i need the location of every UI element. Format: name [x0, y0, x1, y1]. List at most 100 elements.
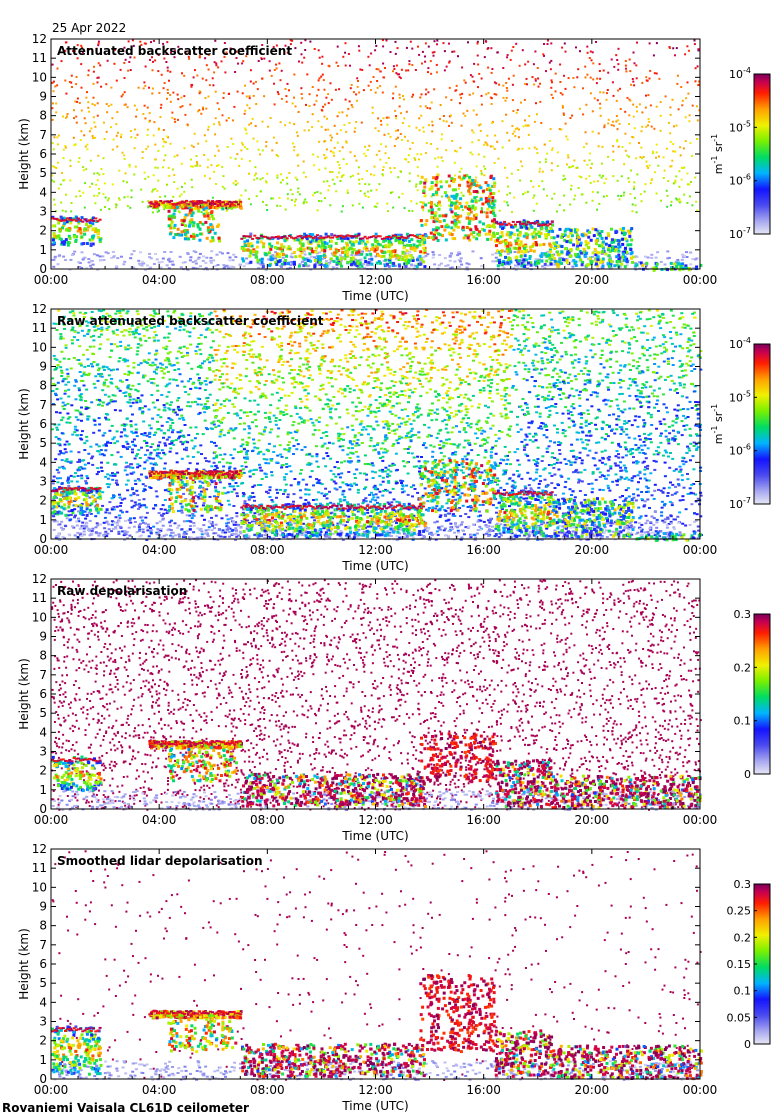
heatmap-cell	[229, 266, 233, 269]
heatmap-cell	[566, 409, 570, 412]
heatmap-cell	[327, 64, 330, 67]
heatmap-cell	[598, 234, 602, 238]
heatmap-cell	[379, 243, 383, 247]
heatmap-cell	[325, 264, 329, 268]
heatmap-cell	[88, 504, 92, 507]
heatmap-cell	[397, 176, 400, 179]
heatmap-cell	[513, 130, 516, 133]
heatmap-cell	[394, 239, 398, 243]
heatmap-cell	[494, 433, 498, 436]
heatmap-cell	[524, 82, 527, 85]
heatmap-cell	[217, 164, 220, 167]
heatmap-cell	[687, 268, 691, 272]
heatmap-cell	[323, 140, 326, 143]
heatmap-cell	[319, 262, 323, 266]
heatmap-cell	[323, 154, 326, 156]
heatmap-cell	[576, 471, 580, 474]
heatmap-cell	[51, 215, 55, 219]
heatmap-cell	[168, 214, 172, 218]
heatmap-cell	[582, 232, 586, 236]
heatmap-cell	[89, 159, 92, 162]
heatmap-cell	[252, 253, 256, 256]
heatmap-cell	[357, 172, 360, 175]
heatmap-cell	[284, 88, 287, 90]
heatmap-cell	[323, 264, 327, 267]
heatmap-cell	[272, 197, 275, 200]
heatmap-cell	[248, 254, 252, 258]
heatmap-cell	[353, 155, 356, 158]
heatmap-cell	[433, 51, 436, 54]
heatmap-cell	[577, 237, 581, 241]
heatmap-cell	[629, 99, 632, 102]
heatmap-cell	[498, 261, 501, 264]
heatmap-cell	[436, 43, 438, 46]
heatmap-cell	[632, 103, 635, 106]
heatmap-cell	[163, 251, 167, 253]
heatmap-cell	[268, 264, 272, 267]
heatmap-cell	[480, 210, 483, 214]
heatmap-cell	[156, 414, 160, 417]
heatmap-cell	[671, 314, 675, 317]
heatmap-cell	[405, 420, 409, 423]
heatmap-cell	[635, 64, 638, 67]
heatmap-cell	[56, 234, 59, 238]
heatmap-cell	[462, 236, 466, 240]
heatmap-cell	[86, 148, 89, 151]
heatmap-cell	[543, 54, 545, 57]
heatmap-cell	[64, 259, 67, 261]
heatmap-cell	[482, 389, 486, 392]
heatmap-cell	[450, 176, 454, 180]
heatmap-cell	[473, 196, 477, 200]
heatmap-cell	[411, 47, 414, 50]
heatmap-cell	[140, 260, 144, 263]
heatmap-cell	[433, 203, 436, 206]
heatmap-cell	[539, 167, 541, 170]
heatmap-cell	[192, 76, 195, 79]
heatmap-cell	[509, 192, 511, 195]
heatmap-cell	[477, 233, 481, 237]
heatmap-cell	[432, 54, 435, 57]
heatmap-cell	[596, 258, 600, 262]
heatmap-cell	[374, 232, 378, 236]
heatmap-cell	[276, 246, 279, 250]
heatmap-cell	[669, 106, 672, 109]
heatmap-cell	[290, 252, 294, 255]
heatmap-cell	[603, 182, 606, 185]
heatmap-cell	[430, 216, 434, 220]
heatmap-cell	[53, 198, 56, 201]
heatmap-cell	[505, 96, 508, 99]
heatmap-cell	[129, 69, 132, 71]
heatmap-cell	[339, 256, 343, 260]
heatmap-cell	[482, 222, 485, 226]
heatmap-cell	[455, 425, 458, 428]
heatmap-cell	[457, 187, 460, 190]
heatmap-cell	[279, 205, 282, 207]
heatmap-cell	[627, 436, 631, 439]
heatmap-cell	[380, 255, 384, 259]
heatmap-cell	[629, 248, 633, 251]
heatmap-cell	[522, 260, 526, 263]
heatmap-cell	[585, 201, 588, 204]
heatmap-cell	[233, 203, 237, 207]
heatmap-cell	[216, 204, 220, 208]
heatmap-cell	[324, 128, 327, 131]
heatmap-cell	[313, 259, 317, 262]
heatmap-cell	[96, 379, 100, 382]
heatmap-cell	[550, 93, 553, 96]
heatmap-cell	[573, 375, 577, 378]
heatmap-cell	[128, 163, 131, 166]
heatmap-cell	[559, 81, 562, 83]
heatmap-cell	[553, 247, 557, 250]
heatmap-cell	[246, 53, 248, 55]
heatmap-cell	[370, 321, 374, 324]
heatmap-cell	[193, 207, 197, 211]
heatmap-cell	[688, 114, 691, 117]
heatmap-cell	[439, 204, 442, 207]
heatmap-cell	[547, 253, 551, 257]
heatmap-cell	[482, 192, 485, 195]
heatmap-cell	[604, 242, 608, 246]
heatmap-cell	[503, 220, 507, 223]
heatmap-cell	[388, 491, 392, 494]
heatmap-cell	[681, 104, 684, 107]
heatmap-cell	[628, 407, 632, 410]
